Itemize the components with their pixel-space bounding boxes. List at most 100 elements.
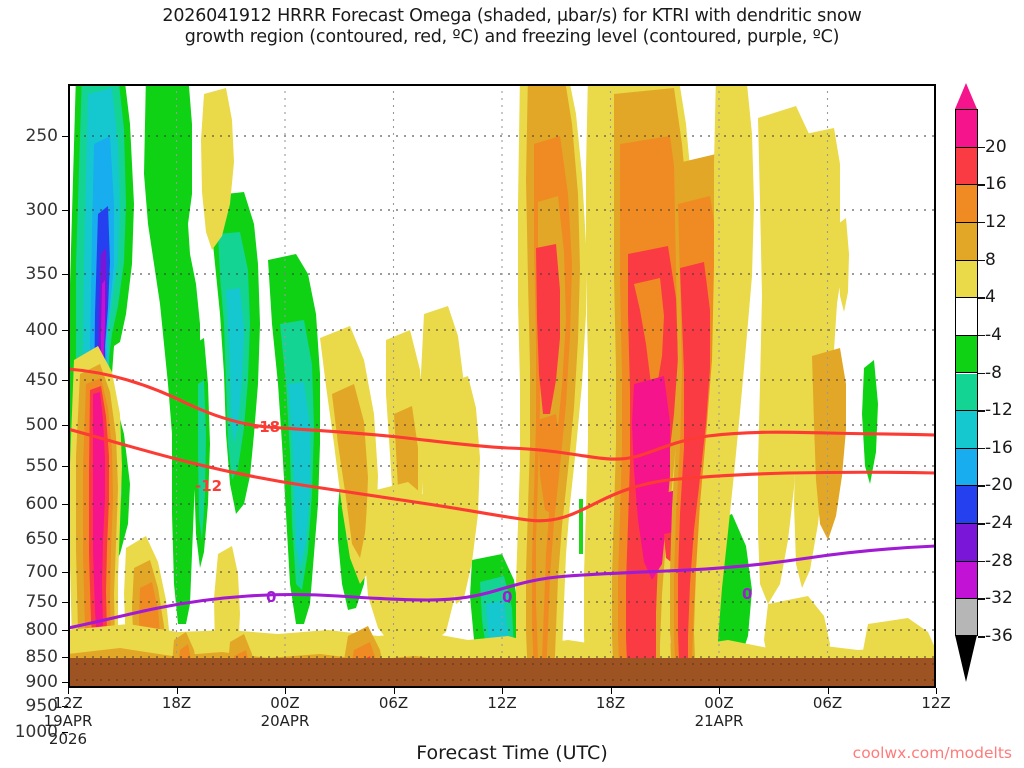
x-tick-label-7: 06Z xyxy=(813,694,842,712)
colorbar-segment-9 xyxy=(956,448,977,487)
colorbar-tick-label-4: 4 xyxy=(985,287,996,308)
colorbar-segment-11 xyxy=(956,524,977,562)
contour-label-minus12: -12 xyxy=(195,477,222,495)
colorbar-segment-13 xyxy=(956,599,977,637)
x-tick-date: 20APR xyxy=(260,712,310,730)
y-tick-mark-550 xyxy=(62,466,68,467)
dgz-contour-minus18 xyxy=(68,367,936,461)
x-tick-label-1: 18Z xyxy=(162,694,191,712)
y-tick-mark-250 xyxy=(62,136,68,137)
colorbar-tick-label-8: 8 xyxy=(985,249,996,270)
y-tick-mark-350 xyxy=(62,274,68,275)
x-tick-mark-3 xyxy=(393,688,395,694)
colorbar-tick-label-20: 20 xyxy=(985,136,1007,157)
y-tick-label-650: 650 xyxy=(25,529,58,549)
y-tick-mark-450 xyxy=(62,380,68,381)
colorbar-tick-mark-4 xyxy=(978,297,985,299)
page-title: 2026041912 HRRR Forecast Omega (shaded, … xyxy=(0,6,1024,48)
x-tick-time: 00Z xyxy=(704,694,734,712)
colorbar xyxy=(955,109,978,637)
colorbar-tick-mark-16 xyxy=(978,184,985,186)
y-tick-label-1000: 1000 xyxy=(14,722,58,742)
colorbar-tick-label--8: -8 xyxy=(985,362,1002,383)
x-tick-mark-2 xyxy=(285,688,286,694)
contour-label-group: -18 -12 0 0 0 xyxy=(195,418,752,606)
x-tick-time: 12Z xyxy=(53,694,83,712)
colorbar-segment-1 xyxy=(956,147,977,186)
plot-canvas: -18 -12 0 0 0 xyxy=(68,84,936,688)
x-tick-time: 18Z xyxy=(161,694,192,712)
x-tick-label-2: 00Z 20APR xyxy=(261,694,310,730)
watermark: coolwx.com/modelts xyxy=(852,744,1012,762)
x-tick-date: 19APR xyxy=(43,712,93,730)
x-tick-time: 18Z xyxy=(595,694,626,712)
x-tick-label-3: 06Z xyxy=(379,694,408,712)
colorbar-tick-label--28: -28 xyxy=(985,550,1013,571)
colorbar-segment-10 xyxy=(956,486,977,525)
x-tick-label-5: 18Z xyxy=(596,694,625,712)
x-tick-time: 12Z xyxy=(487,694,517,712)
y-tick-label-300: 300 xyxy=(25,200,58,220)
y-tick-label-750: 750 xyxy=(25,592,58,612)
colorbar-arrow-top-icon xyxy=(955,83,977,109)
y-tick-label-350: 350 xyxy=(25,264,58,284)
colorbar-tick-label--32: -32 xyxy=(985,588,1013,609)
colorbar-segment-12 xyxy=(956,561,977,600)
y-tick-label-800: 800 xyxy=(25,620,58,640)
x-tick-time: 06Z xyxy=(812,694,843,712)
x-tick-time: 06Z xyxy=(378,694,409,712)
colorbar-tick-mark--8 xyxy=(978,372,985,374)
colorbar-tick-mark-12 xyxy=(978,221,985,224)
colorbar-tick-mark--4 xyxy=(978,334,985,337)
colorbar-tick-mark--16 xyxy=(978,447,985,450)
colorbar-tick-label--24: -24 xyxy=(985,513,1013,534)
y-tick-mark-950 xyxy=(62,706,68,707)
y-tick-label-500: 500 xyxy=(25,415,58,435)
colorbar-tick-label--16: -16 xyxy=(985,437,1013,458)
vertical-gridlines xyxy=(175,84,829,688)
x-tick-label-0: 12Z 19APR 2026 xyxy=(44,694,93,748)
y-tick-label-950: 950 xyxy=(25,696,58,716)
colorbar-tick-mark--36 xyxy=(978,636,985,638)
colorbar-segment-0 xyxy=(956,110,977,148)
colorbar-segment-5 xyxy=(956,298,977,336)
colorbar-tick-mark--28 xyxy=(978,560,985,563)
colorbar-segment-6 xyxy=(956,335,977,374)
omega-shading-svg: -18 -12 0 0 0 xyxy=(68,84,936,688)
freezing-level-contour xyxy=(68,544,936,630)
colorbar-segment-4 xyxy=(956,260,977,299)
ground-dots xyxy=(68,663,936,681)
title-line-1: 2026041912 HRRR Forecast Omega (shaded, … xyxy=(162,6,862,26)
y-tick-mark-600 xyxy=(62,504,68,505)
x-tick-date: 21APR xyxy=(694,712,744,730)
x-tick-time: 12Z xyxy=(921,694,951,712)
colorbar-tick-label--12: -12 xyxy=(985,400,1013,421)
y-tick-label-400: 400 xyxy=(25,320,58,340)
title-line-2: growth region (contoured, red, ºC) and f… xyxy=(184,27,840,47)
x-tick-time: 00Z xyxy=(270,694,300,712)
x-tick-year: 2026 xyxy=(48,730,88,748)
x-tick-mark-7 xyxy=(827,688,829,694)
y-tick-mark-1000 xyxy=(62,732,68,733)
x-tick-mark-0 xyxy=(68,688,69,694)
y-tick-mark-300 xyxy=(62,210,68,211)
x-tick-mark-6 xyxy=(719,688,720,694)
y-tick-label-450: 450 xyxy=(25,370,58,390)
colorbar-segment-7 xyxy=(956,373,977,412)
dgz-contour-minus12 xyxy=(68,427,936,523)
y-tick-label-850: 850 xyxy=(25,647,58,667)
colorbar-segment-2 xyxy=(956,185,977,223)
x-tick-mark-1 xyxy=(176,688,178,694)
colorbar-segment-3 xyxy=(956,222,977,261)
y-tick-label-600: 600 xyxy=(25,494,58,514)
contour-label-zero-a: 0 xyxy=(266,588,276,606)
x-axis-title: Forecast Time (UTC) xyxy=(416,742,608,764)
colorbar-tick-mark--32 xyxy=(978,598,985,600)
y-tick-mark-800 xyxy=(62,630,68,631)
colorbar-tick-mark--24 xyxy=(978,523,985,525)
y-tick-label-900: 900 xyxy=(25,672,58,692)
y-tick-mark-700 xyxy=(62,572,68,573)
y-tick-mark-850 xyxy=(62,657,68,658)
colorbar-tick-label-16: 16 xyxy=(985,174,1007,195)
